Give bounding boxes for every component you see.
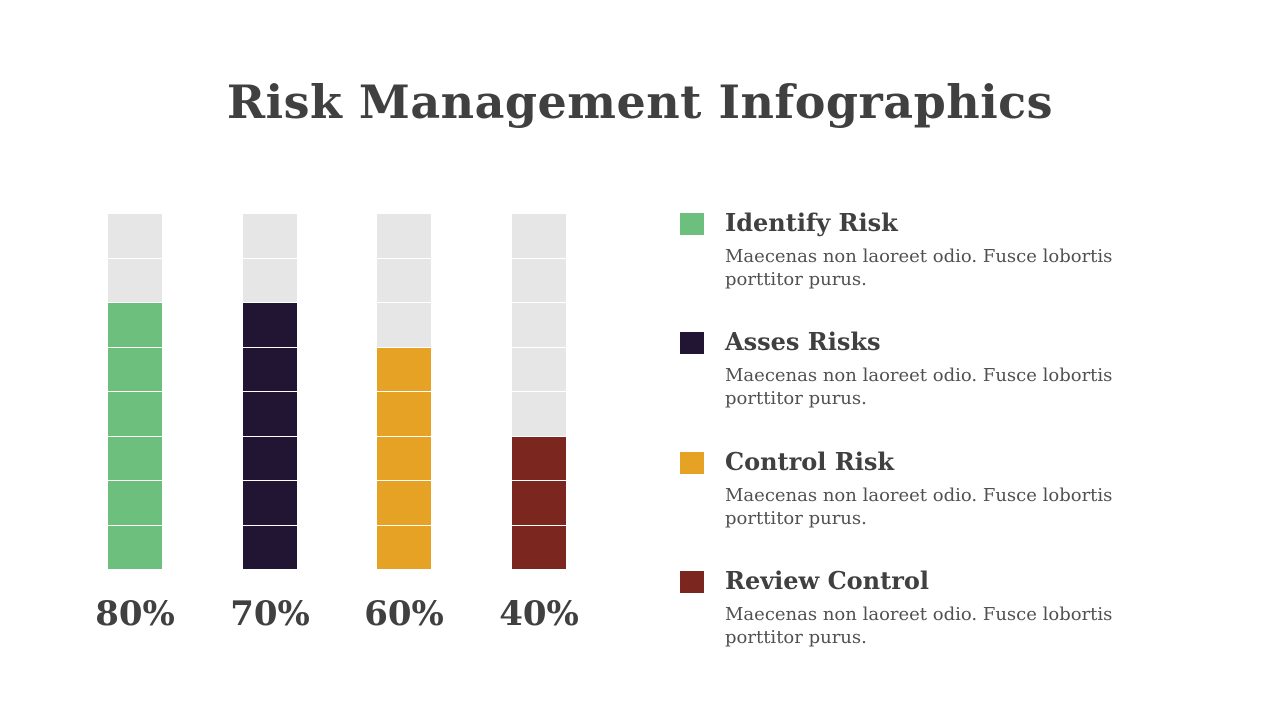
- bar-segment-filled: [377, 436, 431, 480]
- bar-segment-empty: [377, 303, 431, 347]
- bar-segment-empty: [512, 258, 566, 302]
- bar-review-control: [512, 214, 566, 570]
- bar-segment-empty: [377, 214, 431, 258]
- bar-chart: 80% 70% 60% 40%: [95, 214, 579, 634]
- bar-segment-empty: [512, 392, 566, 436]
- bar-control-risk: [377, 214, 431, 570]
- bar-segment-empty: [243, 214, 297, 258]
- bar-value-label: 60%: [364, 594, 444, 634]
- bar-segment-filled: [243, 347, 297, 391]
- bar-segment-filled: [512, 481, 566, 525]
- bar-segment-filled: [377, 392, 431, 436]
- bar-segment-filled: [108, 347, 162, 391]
- bar-segment-filled: [377, 347, 431, 391]
- bar-asses-risks: [243, 214, 297, 570]
- bar-segment-filled: [243, 481, 297, 525]
- bar-value-label: 40%: [499, 594, 579, 634]
- bar-segment-filled: [377, 525, 431, 569]
- bar-segment-empty: [243, 258, 297, 302]
- legend-swatch: [680, 571, 704, 593]
- bar-segment-filled: [108, 525, 162, 569]
- bar-segment-empty: [108, 214, 162, 258]
- bar-segment-filled: [108, 392, 162, 436]
- bar-segment-filled: [108, 481, 162, 525]
- bar-segment-filled: [108, 303, 162, 347]
- legend-title: Identify Risk: [725, 208, 898, 237]
- bar-segment-filled: [243, 436, 297, 480]
- bar-segment-filled: [108, 436, 162, 480]
- bar-value-label: 80%: [95, 594, 175, 634]
- legend-description: Maecenas non laoreet odio. Fusce loborti…: [725, 246, 1113, 290]
- bar-segment-empty: [108, 258, 162, 302]
- bar-identify-risk: [108, 214, 162, 570]
- bar-segment-filled: [512, 525, 566, 569]
- page-title: Risk Management Infographics: [226, 75, 1054, 129]
- bar-segment-filled: [243, 525, 297, 569]
- bar-segment-empty: [512, 347, 566, 391]
- bar-segment-empty: [377, 258, 431, 302]
- legend-title: Asses Risks: [725, 327, 881, 356]
- legend-swatch: [680, 332, 704, 354]
- legend-description: Maecenas non laoreet odio. Fusce loborti…: [725, 485, 1113, 529]
- bar-value-label: 70%: [230, 594, 310, 634]
- legend-title: Control Risk: [725, 447, 894, 476]
- bar-segment-empty: [512, 303, 566, 347]
- bar-segment-filled: [243, 303, 297, 347]
- bar-segment-empty: [512, 214, 566, 258]
- legend-description: Maecenas non laoreet odio. Fusce loborti…: [725, 365, 1113, 409]
- bar-segment-filled: [243, 392, 297, 436]
- legend-swatch: [680, 213, 704, 235]
- bar-segment-filled: [512, 436, 566, 480]
- legend-title: Review Control: [725, 566, 929, 595]
- bar-segment-filled: [377, 481, 431, 525]
- legend-swatch: [680, 452, 704, 474]
- legend-description: Maecenas non laoreet odio. Fusce loborti…: [725, 604, 1113, 648]
